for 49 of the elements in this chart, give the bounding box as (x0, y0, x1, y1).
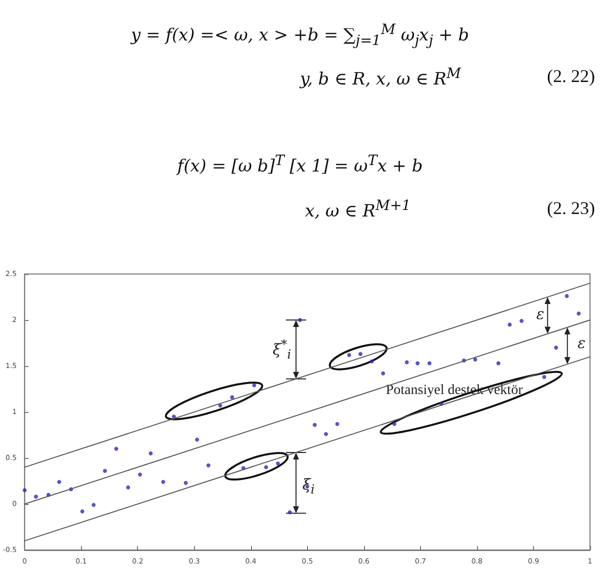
point (148, 451, 153, 456)
point (114, 446, 118, 451)
point (230, 395, 234, 400)
annotation: ξ$_{i}$ (302, 475, 315, 496)
point (22, 488, 27, 492)
point (564, 294, 569, 298)
point (496, 361, 500, 366)
point (542, 375, 546, 380)
point (92, 502, 96, 507)
point (264, 465, 268, 470)
point (57, 480, 62, 484)
point (392, 422, 396, 426)
point (335, 422, 340, 426)
point (252, 383, 256, 388)
point (102, 468, 107, 473)
point (276, 462, 280, 466)
point (34, 494, 38, 499)
point (473, 358, 478, 362)
text: y = f(x) =< ω, x > +b = ∑$_{j=1}$$^{M}$ ω$_{j}$x$_{j}$ + b (130, 22, 470, 50)
point (184, 480, 188, 485)
point (312, 422, 317, 427)
point (416, 361, 420, 366)
point (126, 485, 130, 490)
point (298, 318, 302, 322)
point (370, 359, 374, 364)
point (404, 360, 409, 364)
point (358, 352, 362, 356)
point (554, 346, 558, 350)
text: y, b ∈ R, x, ω ∈ R$^{M}$ (300, 66, 461, 90)
point (508, 322, 512, 327)
annotation: ε (577, 334, 586, 352)
point (195, 438, 200, 442)
point (80, 509, 84, 514)
point (520, 318, 524, 323)
point (172, 414, 176, 419)
point (381, 371, 386, 376)
point (347, 352, 352, 357)
point (288, 510, 292, 514)
text: x, ω ∈ R$^{M+1}$ (305, 198, 411, 222)
text: (2. 22) (547, 66, 595, 87)
annotation: ε (536, 304, 544, 323)
point (427, 361, 432, 366)
point (161, 480, 166, 484)
point (576, 312, 581, 316)
point (324, 432, 328, 436)
text: (2. 23) (547, 198, 595, 219)
text: f(x) = [ω b]$^{T}$ [x 1] = ω$^{T}$x + b (177, 153, 423, 177)
point (206, 463, 210, 468)
point (138, 472, 142, 477)
